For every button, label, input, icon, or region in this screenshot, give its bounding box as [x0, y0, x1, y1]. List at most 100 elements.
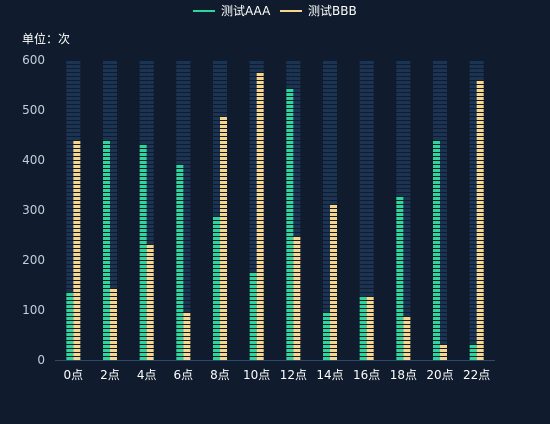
background-bar-segment — [213, 125, 220, 128]
background-bar-segment — [323, 89, 330, 92]
bar-bbb-segment — [73, 345, 81, 348]
bar-aaa-segment — [359, 337, 367, 340]
bar-aaa-segment — [213, 281, 220, 284]
background-bar-segment — [403, 189, 411, 192]
bar-bbb-segment — [476, 225, 484, 228]
bar-aaa-segment — [103, 353, 110, 356]
bar-aaa-segment — [213, 237, 220, 240]
bar-aaa-segment — [433, 277, 440, 280]
bar-aaa-segment — [176, 177, 184, 180]
background-bar-segment — [183, 193, 191, 196]
bar-bbb-segment — [476, 313, 484, 316]
background-bar-segment — [249, 89, 257, 92]
legend[interactable]: 测试AAA 测试BBB — [193, 3, 357, 18]
background-bar-segment — [110, 185, 117, 188]
background-bar-segment — [469, 185, 477, 188]
bar-bbb-segment — [73, 277, 81, 280]
bar-bbb-segment — [476, 269, 484, 272]
background-bar-segment — [110, 205, 117, 208]
bar-aaa-segment — [176, 285, 184, 288]
bar-bbb-segment — [476, 241, 484, 244]
bar-aaa-segment — [359, 321, 367, 324]
background-bar-segment — [110, 101, 117, 104]
bar-aaa-segment — [433, 253, 440, 256]
bar-bbb-segment — [256, 309, 264, 312]
bar-aaa-segment — [433, 257, 440, 260]
bar-aaa-segment — [286, 153, 294, 156]
bar-bbb-segment — [183, 313, 191, 316]
bar-aaa-segment — [396, 281, 404, 284]
bar-bbb — [293, 237, 301, 360]
background-bar-segment — [359, 89, 367, 92]
background-bar-segment — [66, 157, 74, 160]
background-bar-segment — [249, 145, 257, 148]
background-bar-segment — [396, 89, 404, 92]
legend-label: 测试AAA — [221, 3, 271, 18]
background-bar-segment — [433, 121, 440, 124]
background-bar-segment — [183, 205, 191, 208]
bar-bbb-segment — [73, 241, 81, 244]
bar-bbb-segment — [330, 297, 337, 300]
x-tick-label: 16点 — [353, 368, 380, 382]
bar-bbb-segment — [220, 189, 227, 192]
background-bar-segment — [396, 149, 404, 152]
background-bar-segment — [433, 69, 440, 72]
bar-aaa-segment — [396, 221, 404, 224]
bar-aaa-segment — [213, 217, 220, 220]
background-bar-segment — [73, 105, 81, 108]
bar-aaa-segment — [433, 173, 440, 176]
bar-bbb-segment — [403, 349, 411, 352]
bar-aaa-segment — [103, 261, 110, 264]
background-bar-segment — [110, 77, 117, 80]
background-bar-segment — [403, 193, 411, 196]
bar-aaa-segment — [103, 189, 110, 192]
bar-aaa-segment — [213, 293, 220, 296]
bar-bbb-segment — [256, 109, 264, 112]
background-bar-segment — [73, 73, 81, 76]
background-bar-segment — [440, 105, 447, 108]
background-bar-segment — [359, 205, 367, 208]
background-bar-segment — [139, 129, 147, 132]
bar-bbb-segment — [73, 157, 81, 160]
bar-bbb-segment — [330, 285, 337, 288]
bar-aaa-segment — [433, 325, 440, 328]
background-bar-segment — [330, 73, 337, 76]
background-bar-segment — [73, 61, 81, 64]
bar-aaa-segment — [103, 205, 110, 208]
background-bar-segment — [176, 125, 184, 128]
bar-aaa-segment — [286, 261, 294, 264]
bar-aaa-segment — [176, 277, 184, 280]
background-bar-segment — [146, 149, 154, 152]
background-bar-segment — [213, 89, 220, 92]
bar-bbb-segment — [476, 217, 484, 220]
background-bar-segment — [440, 297, 447, 300]
bar-aaa-segment — [286, 277, 294, 280]
background-bar-segment — [469, 297, 477, 300]
bar-bbb-segment — [220, 257, 227, 260]
bar-aaa-segment — [176, 317, 184, 320]
bar-aaa-segment — [139, 301, 147, 304]
background-bar-segment — [176, 113, 184, 116]
background-bar-segment — [66, 181, 74, 184]
bar-aaa-segment — [286, 305, 294, 308]
bar-bbb-segment — [366, 345, 374, 348]
bar-bbb-segment — [476, 221, 484, 224]
background-bar-segment — [213, 65, 220, 68]
background-bar-segment — [323, 237, 330, 240]
bar-bbb-segment — [476, 325, 484, 328]
background-bar-segment — [469, 165, 477, 168]
background-bar-segment — [110, 85, 117, 88]
background-bar-segment — [396, 189, 404, 192]
background-bar-segment — [366, 293, 374, 296]
background-bar-segment — [403, 249, 411, 252]
background-bar-segment — [330, 201, 337, 204]
bar-bbb-segment — [256, 233, 264, 236]
background-bar-segment — [366, 189, 374, 192]
background-bar-segment — [110, 73, 117, 76]
bar-aaa-segment — [433, 161, 440, 164]
bar-bbb-segment — [146, 285, 154, 288]
bar-bbb-segment — [256, 281, 264, 284]
background-bar-segment — [403, 205, 411, 208]
background-bar-segment — [220, 69, 227, 72]
bar-aaa-segment — [433, 309, 440, 312]
